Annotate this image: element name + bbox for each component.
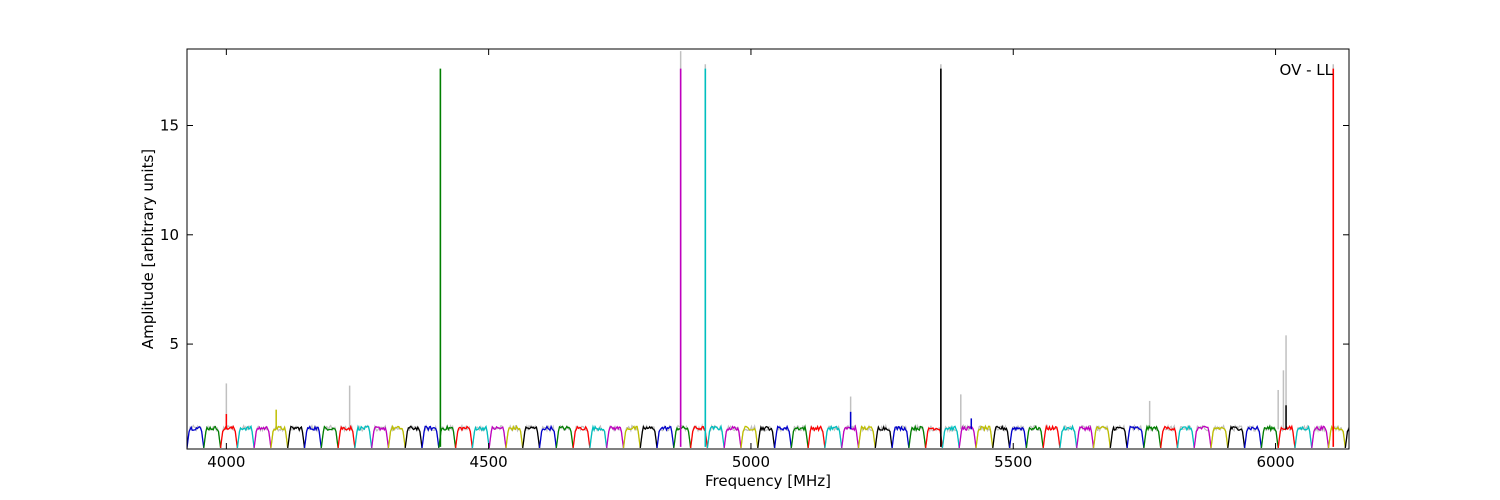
y-tick-label: 5 bbox=[169, 335, 179, 353]
band-trace bbox=[320, 425, 339, 448]
band-trace bbox=[203, 425, 222, 448]
band-trace bbox=[253, 425, 272, 448]
x-tick-label: 5000 bbox=[732, 453, 770, 471]
band-trace bbox=[790, 424, 809, 448]
band-trace bbox=[975, 424, 994, 448]
band-trace bbox=[740, 425, 759, 448]
band-trace bbox=[488, 425, 507, 448]
band-trace bbox=[219, 425, 239, 448]
x-tick-label: 6000 bbox=[1256, 453, 1294, 471]
plot-frame bbox=[186, 48, 1350, 450]
band-trace bbox=[438, 424, 457, 448]
band-trace bbox=[404, 425, 423, 448]
band-trace bbox=[187, 425, 205, 448]
band-trace bbox=[1008, 426, 1028, 448]
band-trace bbox=[1160, 425, 1179, 448]
band-trace bbox=[824, 424, 843, 448]
band-trace bbox=[505, 424, 524, 448]
x-tick-label: 5500 bbox=[994, 453, 1032, 471]
band-trace bbox=[354, 424, 373, 448]
band-trace bbox=[606, 425, 625, 448]
band-trace bbox=[807, 424, 826, 448]
y-axis-label: Amplitude [arbitrary units] bbox=[139, 149, 157, 349]
band-trace bbox=[1143, 424, 1162, 448]
band-trace bbox=[908, 424, 927, 448]
x-axis-ticks: 4000 4500 5000 5500 6000 bbox=[207, 49, 1295, 471]
y-axis-ticks: 5 10 15 bbox=[160, 117, 1349, 353]
band-trace bbox=[1126, 425, 1145, 448]
band-trace bbox=[1210, 426, 1229, 448]
plot-annotation: OV - LL bbox=[1280, 61, 1334, 79]
band-trace bbox=[572, 425, 591, 448]
band-trace bbox=[1025, 425, 1044, 448]
y-tick-label: 15 bbox=[160, 117, 179, 135]
band-trace bbox=[773, 424, 792, 448]
band-trace bbox=[857, 425, 876, 448]
x-axis-label: Frequency [MHz] bbox=[705, 472, 831, 490]
band-trace bbox=[723, 425, 742, 448]
band-trace bbox=[337, 424, 356, 448]
band-trace bbox=[555, 425, 574, 448]
band-trace bbox=[656, 425, 675, 448]
spikes bbox=[439, 68, 1335, 447]
x-tick-label: 4500 bbox=[470, 453, 508, 471]
band-trace bbox=[891, 425, 910, 448]
band-trace bbox=[371, 425, 390, 448]
band-trace bbox=[421, 425, 440, 448]
band-trace bbox=[1193, 425, 1212, 448]
band-trace bbox=[874, 425, 893, 448]
band-trace bbox=[924, 427, 944, 448]
band-trace bbox=[454, 425, 474, 448]
band-trace bbox=[1344, 426, 1349, 448]
band-traces bbox=[187, 405, 1379, 448]
band-trace bbox=[1227, 424, 1246, 448]
band-trace bbox=[941, 424, 960, 448]
band-trace bbox=[958, 425, 977, 448]
band-trace bbox=[1243, 425, 1263, 448]
band-trace bbox=[287, 425, 306, 448]
band-trace bbox=[1042, 424, 1061, 448]
band-trace bbox=[522, 425, 541, 448]
band-trace bbox=[1059, 424, 1078, 448]
band-trace bbox=[622, 425, 641, 448]
band-trace bbox=[992, 424, 1011, 448]
band-trace bbox=[639, 424, 658, 448]
band-trace bbox=[1260, 424, 1279, 448]
band-trace bbox=[1176, 424, 1195, 448]
plot-area bbox=[187, 49, 1349, 449]
y-tick-label: 10 bbox=[160, 226, 179, 244]
x-tick-label: 4000 bbox=[207, 453, 245, 471]
band-trace bbox=[1311, 424, 1330, 448]
band-trace bbox=[1109, 425, 1128, 448]
band-trace bbox=[589, 424, 608, 448]
band-trace bbox=[706, 424, 725, 448]
band-trace bbox=[1076, 425, 1095, 448]
band-trace bbox=[1327, 424, 1346, 448]
band-trace bbox=[1294, 424, 1313, 448]
band-trace bbox=[303, 425, 322, 448]
band-trace bbox=[538, 424, 557, 448]
band-trace bbox=[387, 424, 406, 448]
band-trace bbox=[673, 425, 692, 448]
band-trace bbox=[1092, 425, 1111, 448]
band-trace bbox=[757, 425, 776, 448]
band-trace bbox=[471, 425, 490, 448]
band-trace bbox=[1362, 427, 1379, 448]
band-trace bbox=[236, 424, 255, 448]
band-trace bbox=[270, 425, 289, 448]
